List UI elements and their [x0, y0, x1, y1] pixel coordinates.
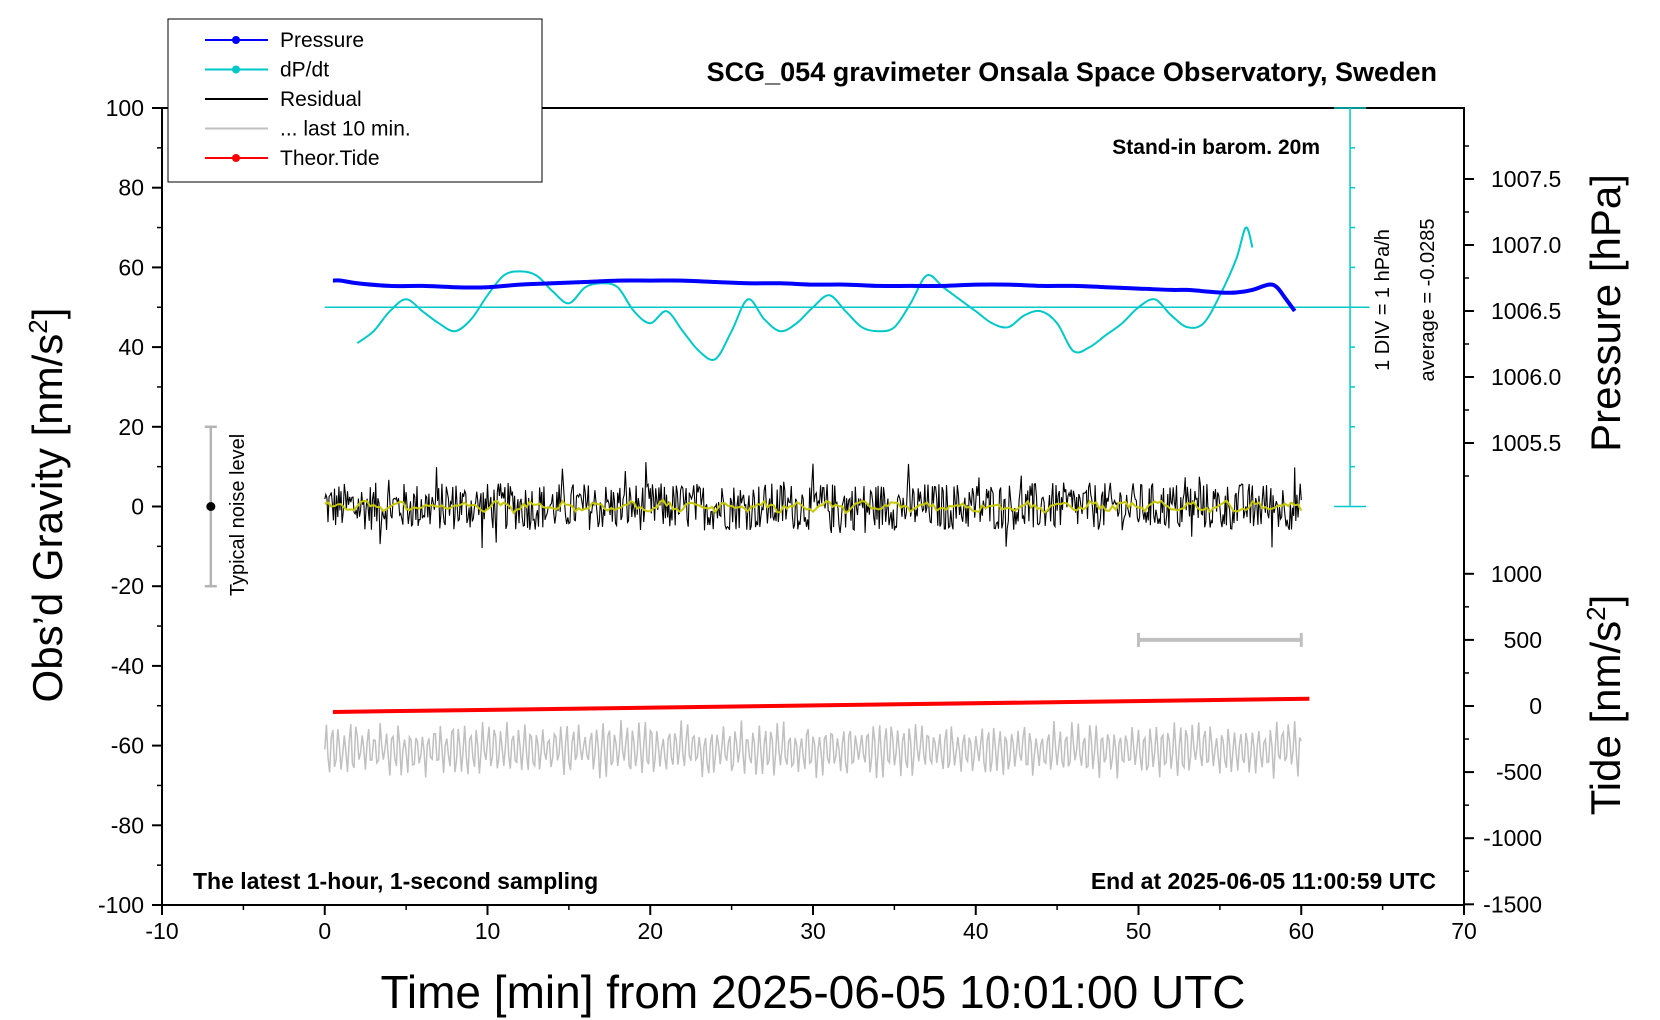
latest-note: The latest 1-hour, 1-second sampling	[193, 868, 598, 894]
noise-label: Typical noise level	[227, 434, 249, 596]
dpdt-line	[356, 226, 1254, 361]
y-tick-label: 100	[106, 95, 144, 121]
y-tick-label: 40	[118, 334, 144, 360]
x-tick-label: 30	[800, 918, 826, 944]
y-tick-label: -100	[98, 892, 144, 918]
x-tick-label: 70	[1451, 918, 1477, 944]
x-tick-label: -10	[145, 918, 178, 944]
stand-in-note: Stand-in barom. 20m	[1112, 136, 1320, 159]
residual-line	[324, 462, 1302, 549]
noise-bar-center	[206, 502, 216, 511]
tide-line	[332, 696, 1310, 714]
x-tick-label: 60	[1288, 918, 1314, 944]
y-axis-title-pressure: Pressure [hPa]	[1582, 174, 1629, 452]
y-tick-label: -20	[111, 573, 144, 599]
y-axis-title-left: Obs’d Gravity [nm/s2]	[23, 308, 71, 703]
x-tick-label: 0	[318, 918, 331, 944]
end-note: End at 2025-06-05 11:00:59 UTC	[1091, 868, 1436, 894]
legend-label: Theor.Tide	[280, 147, 380, 170]
legend-box	[167, 18, 543, 183]
legend-label: Pressure	[280, 29, 364, 52]
average-note: average = -0.0285	[1417, 219, 1439, 382]
y-axis-title-tide: Tide [nm/s2]	[1581, 595, 1629, 816]
y-tick-label: 80	[118, 175, 144, 201]
last-10-min-line	[324, 720, 1302, 779]
div-note: 1 DIV = 1 hPa/h	[1372, 229, 1394, 371]
pressure-tick-label: 1006.5	[1491, 298, 1561, 324]
x-tick-label: 20	[637, 918, 663, 944]
x-tick-label: 50	[1126, 918, 1152, 944]
legend-marker	[232, 36, 240, 44]
tide-tick-label: -1000	[1483, 825, 1542, 851]
legend-label: ... last 10 min.	[280, 118, 411, 141]
x-tick-label: 10	[475, 918, 501, 944]
tide-tick-label: 500	[1504, 627, 1542, 653]
pressure-tick-label: 1006.0	[1491, 364, 1561, 390]
axis-ticks: -10 0 10 20 30 40 50 60 70100806040200-20-40-60-…	[98, 95, 1561, 944]
pressure-line	[332, 278, 1297, 313]
tide-tick-label: 1000	[1491, 561, 1542, 587]
legend-label: dP/dt	[280, 59, 329, 82]
tide-tick-label: -1500	[1483, 891, 1542, 917]
y-tick-label: 60	[118, 254, 144, 280]
legend-marker	[232, 65, 240, 74]
y-tick-label: -60	[111, 733, 144, 759]
pressure-tick-label: 1007.0	[1491, 232, 1561, 258]
legend-label: Residual	[280, 88, 362, 111]
y-tick-label: -80	[111, 812, 144, 838]
y-tick-label: 0	[131, 494, 144, 520]
tide-tick-label: -500	[1496, 759, 1542, 785]
pressure-tick-label: 1007.5	[1491, 166, 1561, 192]
tide-tick-label: 0	[1529, 693, 1542, 719]
y-tick-label: -40	[111, 653, 144, 679]
x-tick-label: 40	[963, 918, 989, 944]
y-tick-label: 20	[118, 414, 144, 440]
residual-smoothed-line	[324, 498, 1303, 515]
legend-marker	[232, 154, 240, 162]
x-axis-title: Time [min] from 2025-06-05 10:01:00 UTC	[381, 966, 1246, 1018]
series-layer	[204, 107, 1370, 779]
chart-title: SCG_054 gravimeter Onsala Space Observat…	[707, 57, 1437, 87]
legend: Pressure dP/dt Residual ... last 10 min. The…	[167, 18, 543, 183]
pressure-tick-label: 1005.5	[1491, 430, 1561, 456]
